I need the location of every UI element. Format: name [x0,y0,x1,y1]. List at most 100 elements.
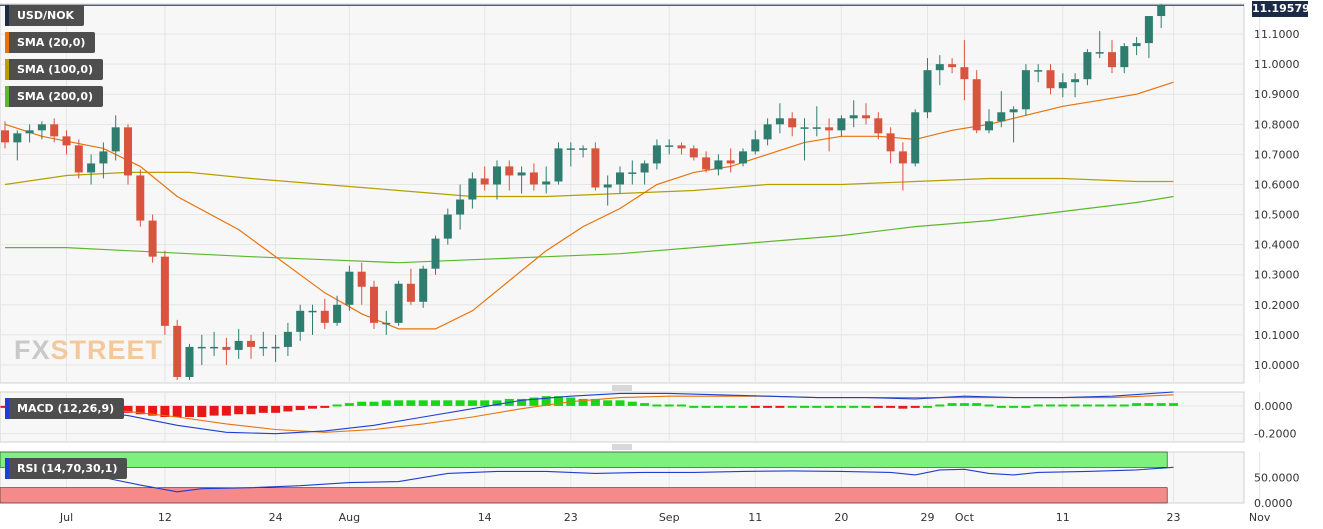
macd-histogram-bar [221,405,231,416]
candle [591,142,600,191]
candle [124,124,132,185]
candle-body [345,271,354,305]
candle [25,124,34,143]
candle [197,334,206,365]
candle-body [160,256,169,326]
macd-tick-label: -0.2000 [1254,428,1296,441]
macd-line [4,391,1174,435]
candle-body [308,310,317,313]
candle-body [529,172,538,185]
time-tick-label: 20 [834,511,848,524]
macd-label[interactable]: MACD (12,26,9) [5,398,125,419]
macd-histogram-bar [910,405,920,408]
macd-histogram-bar [406,400,416,406]
candle [456,184,465,230]
candle [480,166,489,191]
rsi-label[interactable]: RSI (14,70,30,1) [5,458,128,479]
rsi-oversold-zone [0,487,1168,504]
candle [812,106,821,137]
candle-body [74,145,83,173]
macd-histogram-bar [775,405,785,408]
macd-histogram-bar [800,405,809,408]
sma20-label[interactable]: SMA (20,0) [5,32,96,53]
candle-body [1144,16,1153,44]
last-price-badge: 11.19579 [1252,1,1310,17]
macd-signal-line [4,394,1174,433]
candle [394,280,403,326]
candle [517,166,526,194]
time-tick-label: 14 [478,511,492,524]
sma100-line [4,171,1174,198]
macd-histogram-bar [1058,404,1068,407]
time-tick-label: Aug [339,511,360,524]
candle-body [394,283,403,323]
candle [1009,106,1018,143]
candle-body [1046,70,1055,89]
candle [160,250,169,335]
macd-histogram-bar [898,405,908,409]
candle [185,343,194,380]
macd-histogram-bar [1033,404,1043,407]
time-tick-label: 23 [564,511,578,524]
candle [1108,40,1116,74]
candle-body [1,130,9,143]
time-tick-label: Jul [59,511,73,524]
candle [1034,64,1043,83]
candle [247,334,255,359]
candle-body [406,283,415,302]
candle [468,172,477,209]
candle [935,55,944,86]
macd-histogram-bar [652,404,662,407]
macd-histogram-bar [258,405,268,413]
sma100-label[interactable]: SMA (100,0) [5,59,104,80]
instrument-label[interactable]: USD/NOK [5,5,85,26]
candle [234,328,243,359]
candle-body [997,112,1006,122]
candle-body [320,310,329,323]
candle [960,40,969,101]
macd-histogram-bar [1046,404,1055,407]
macd-label-text: MACD (12,26,9) [17,402,115,415]
macd-histogram-bar [1119,404,1129,407]
candle-body [579,148,588,150]
sma200-label[interactable]: SMA (200,0) [5,86,104,107]
macd-histogram-bar [578,398,588,406]
candle-body [972,79,981,131]
candle-body [13,133,22,143]
candle-body [886,133,895,152]
candle-body [357,271,366,287]
candle [714,154,723,176]
candle-body [714,160,723,170]
candle-body [554,148,563,182]
candle-body [468,178,477,200]
candle [37,121,46,140]
candle-body [652,145,661,164]
candle-body [517,172,526,176]
candle-body [1058,82,1067,89]
candle-body [812,127,821,129]
candle [443,208,452,245]
candle-body [419,268,428,302]
price-tick-label: 11.0000 [1254,58,1300,71]
candle [333,295,342,326]
macd-histogram-bar [603,400,613,406]
candle [837,115,846,137]
macd-histogram-bar [947,403,957,406]
macd-histogram-bar [443,400,453,406]
macd-histogram-bar [431,400,440,406]
candle-body [1083,52,1092,80]
candle-body [837,118,846,131]
macd-histogram-bar [234,405,244,415]
candle-body [25,130,34,134]
macd-histogram-bar [873,405,883,408]
candle [136,169,145,227]
candle [87,154,96,185]
candle [554,142,563,185]
candle-body [185,346,194,377]
macd-histogram-bar [861,405,871,408]
candle-body [849,115,858,119]
candle [505,160,514,191]
candle [431,235,440,275]
candle [210,331,219,356]
